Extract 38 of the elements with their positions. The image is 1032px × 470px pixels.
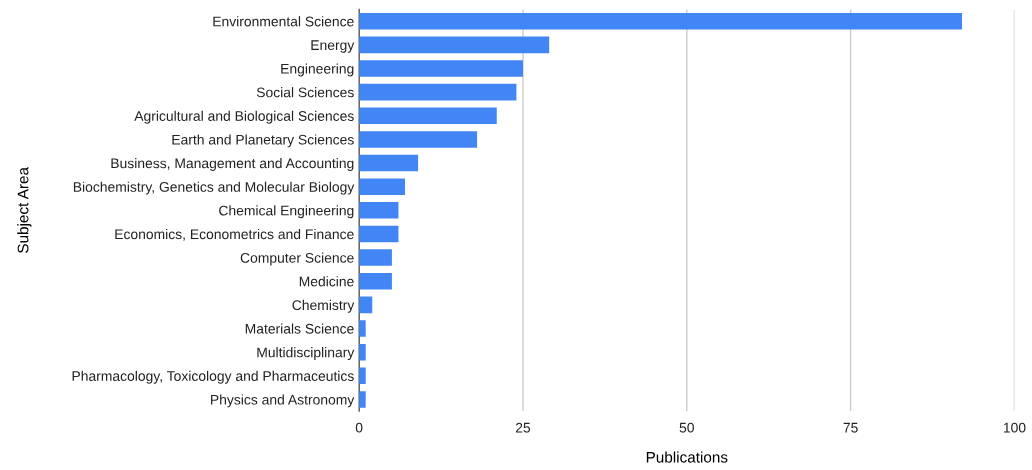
y-tick-label: Social Sciences xyxy=(256,87,354,98)
y-tick-label: Multidisciplinary xyxy=(257,347,355,361)
y-axis-title: Subject Area xyxy=(17,167,32,253)
y-tick-label: Engineering xyxy=(281,63,354,77)
x-tick-label: 75 xyxy=(843,422,858,433)
bar xyxy=(359,83,517,101)
bar xyxy=(359,249,392,266)
y-tick-label: Earth and Planetary Sciences xyxy=(172,134,354,148)
bar xyxy=(359,320,366,337)
y-tick-label: Chemistry xyxy=(292,299,355,313)
y-tick-label: Energy xyxy=(311,40,355,53)
bar xyxy=(359,272,392,290)
y-tick-label: Biochemistry, Genetics and Molecular Biology xyxy=(73,181,355,195)
bar xyxy=(359,202,399,219)
bar xyxy=(359,12,963,30)
y-tick-label: Environmental Science xyxy=(213,16,354,27)
y-tick-label: Business, Management and Accounting xyxy=(111,158,354,171)
x-tick-label: 0 xyxy=(355,422,363,433)
bar xyxy=(359,36,550,54)
y-tick-label: Materials Science xyxy=(245,323,354,334)
y-tick-label: Pharmacology, Toxicology and Pharmaceutics xyxy=(72,370,354,384)
y-tick-label: Agricultural and Biological Sciences xyxy=(134,110,354,124)
y-tick-label: Economics, Econometrics and Finance xyxy=(115,228,354,241)
y-tick-label: Medicine xyxy=(299,276,354,287)
bar xyxy=(359,154,419,172)
y-tick-label: Computer Science xyxy=(240,252,354,266)
bar xyxy=(359,60,523,77)
y-tick-label: Physics and Astronomy xyxy=(211,394,355,408)
bar xyxy=(359,107,497,125)
x-tick-label: 100 xyxy=(1003,422,1026,433)
y-tick-label: Chemical Engineering xyxy=(219,205,354,219)
x-tick-label: 25 xyxy=(515,422,531,433)
bar xyxy=(359,391,366,408)
bar xyxy=(359,225,399,243)
x-axis-title: Publications xyxy=(646,451,728,463)
bar xyxy=(359,178,406,195)
x-tick-label: 50 xyxy=(679,422,694,433)
bar xyxy=(359,131,478,148)
